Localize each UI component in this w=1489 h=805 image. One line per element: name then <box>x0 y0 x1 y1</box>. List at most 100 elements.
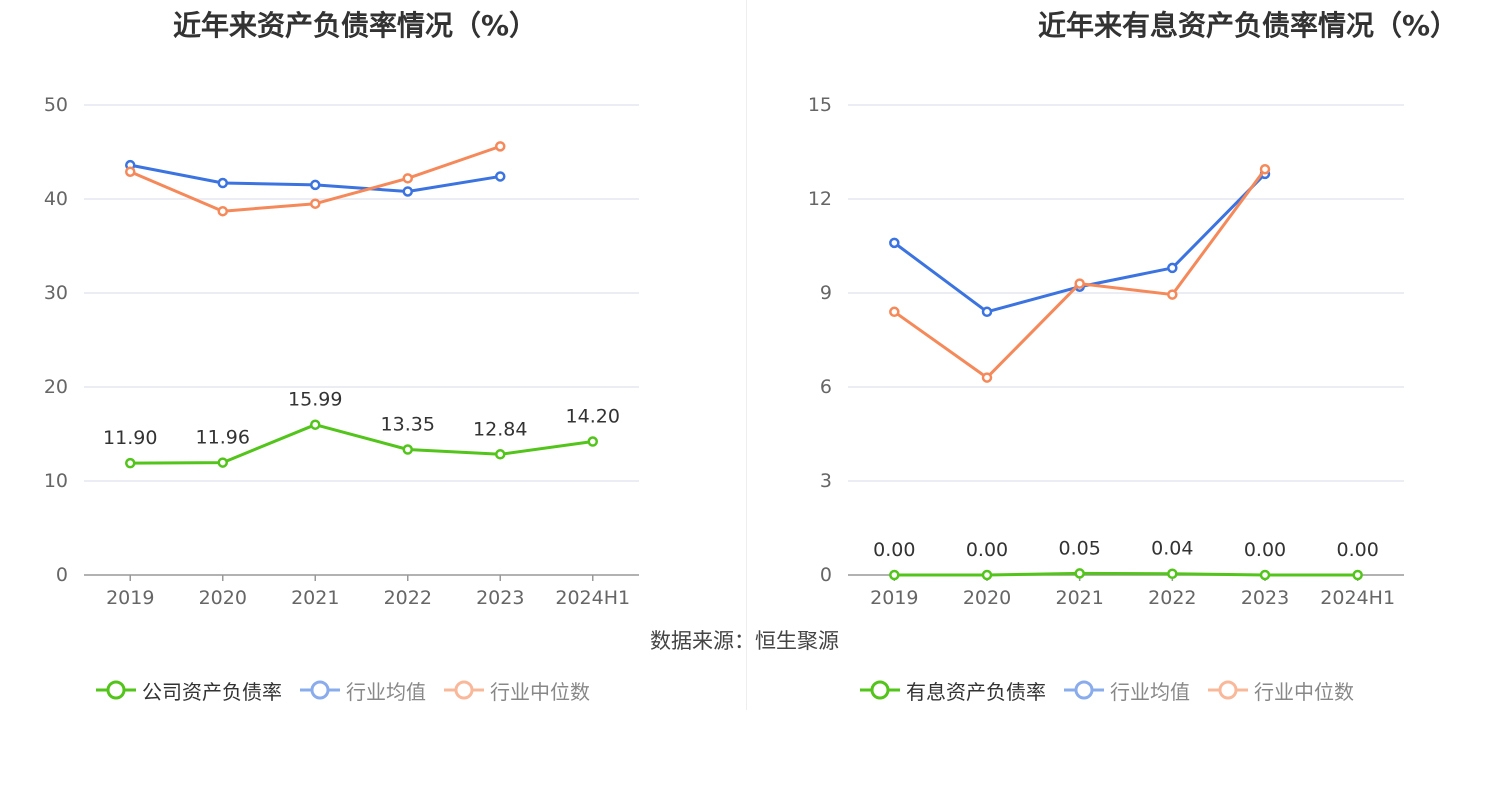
data-point[interactable] <box>587 436 598 447</box>
x-tick-label: 2020 <box>963 587 1011 609</box>
data-point[interactable] <box>402 444 413 455</box>
data-point[interactable] <box>1352 569 1363 581</box>
data-point[interactable] <box>125 166 136 177</box>
legend-company-icon <box>96 680 136 700</box>
legend-label: 行业中位数 <box>490 679 590 704</box>
series-line <box>894 571 1358 577</box>
data-label: 14.20 <box>566 406 620 428</box>
data-point[interactable] <box>1259 569 1271 581</box>
data-point[interactable] <box>402 186 413 197</box>
data-point[interactable] <box>1167 568 1178 579</box>
x-tick-label: 2023 <box>476 587 524 609</box>
data-point[interactable] <box>889 237 900 249</box>
industry-median-series <box>125 141 506 217</box>
legend-avg-icon <box>1064 680 1104 700</box>
legend-label: 公司资产负债率 <box>142 679 282 704</box>
legend-label: 行业均值 <box>346 679 426 704</box>
data-label: 13.35 <box>381 414 435 436</box>
data-label: 0.00 <box>1337 539 1379 561</box>
industry-avg-series <box>125 159 506 197</box>
chart-title: 近年来资产负债率情况（%） <box>172 9 538 42</box>
y-tick-label: 3 <box>820 470 832 492</box>
x-tick-label: 2022 <box>384 587 432 609</box>
x-tick-label: 2024H1 <box>555 587 630 609</box>
y-tick-label: 12 <box>808 188 832 210</box>
data-point[interactable] <box>125 457 136 469</box>
data-point[interactable] <box>1074 568 1085 579</box>
legend-item-median[interactable]: 行业中位数 <box>1208 676 1354 705</box>
x-tick-label: 2023 <box>1241 587 1289 609</box>
x-tick-label: 2022 <box>1148 587 1196 609</box>
chart-title: 近年来有息资产负债率情况（%） <box>1037 9 1459 42</box>
legend-right: 有息资产负债率 行业均值 行业中位数 <box>860 676 1372 704</box>
y-tick-label: 9 <box>820 282 832 304</box>
data-point[interactable] <box>310 419 321 430</box>
x-tick-label: 2024H1 <box>1320 587 1395 609</box>
data-point[interactable] <box>981 372 993 383</box>
data-source-note: 数据来源：恒生聚源 <box>650 629 839 653</box>
y-tick-label: 20 <box>44 376 68 398</box>
y-tick-label: 0 <box>820 564 832 586</box>
panel-divider <box>746 0 747 710</box>
data-point[interactable] <box>310 179 321 191</box>
legend-left: 公司资产负债率 行业均值 行业中位数 <box>96 676 608 704</box>
legend-item-company[interactable]: 有息资产负债率 <box>860 676 1046 705</box>
data-label: 11.90 <box>103 427 157 449</box>
data-point[interactable] <box>310 198 321 209</box>
data-point[interactable] <box>402 173 413 184</box>
legend-label: 行业均值 <box>1110 679 1190 704</box>
data-point[interactable] <box>495 171 506 182</box>
data-label: 0.00 <box>873 539 915 561</box>
x-tick-label: 2021 <box>291 587 339 609</box>
x-tick-label: 2021 <box>1055 587 1103 609</box>
data-point[interactable] <box>1259 163 1271 175</box>
data-label: 12.84 <box>473 418 527 440</box>
series-line <box>130 423 593 465</box>
series-line <box>893 168 1267 380</box>
x-tick-label: 2020 <box>199 587 247 609</box>
chart-panel-right: 近年来有息资产负债率情况（%） 0 3 6 9 12 15 2019 2020 2021 2022… <box>748 0 1489 805</box>
chart-panel-left: 近年来资产负债率情况（%） 0 10 20 30 40 50 2019 2020 2021 202… <box>0 0 744 805</box>
legend-label: 有息资产负债率 <box>906 679 1046 704</box>
legend-avg-icon <box>300 680 340 700</box>
y-tick-label: 50 <box>44 94 68 116</box>
legend-median-icon <box>1208 680 1248 700</box>
data-label: 0.00 <box>966 539 1008 561</box>
data-point[interactable] <box>217 177 228 189</box>
data-label: 0.05 <box>1059 537 1101 559</box>
x-tick-label: 2019 <box>870 587 918 609</box>
legend-label: 行业中位数 <box>1254 679 1354 704</box>
y-tick-label: 40 <box>44 188 68 210</box>
data-point[interactable] <box>981 569 993 581</box>
data-point[interactable] <box>889 306 900 318</box>
y-tick-label: 6 <box>820 376 832 398</box>
data-point[interactable] <box>495 449 506 460</box>
data-point[interactable] <box>1074 278 1085 289</box>
legend-company-icon <box>860 680 900 700</box>
legend-item-median[interactable]: 行业中位数 <box>444 676 590 705</box>
y-tick-label: 15 <box>808 94 832 116</box>
x-tick-label: 2019 <box>106 587 154 609</box>
data-point[interactable] <box>889 569 900 581</box>
line-chart-asset-liability: 0 10 20 30 40 50 2019 2020 2021 2022 2023 2024H1 11.… <box>44 94 639 609</box>
data-point[interactable] <box>495 141 506 152</box>
legend-median-icon <box>444 680 484 700</box>
y-tick-label: 30 <box>44 282 68 304</box>
data-point[interactable] <box>981 306 993 318</box>
legend-item-company[interactable]: 公司资产负债率 <box>96 676 282 705</box>
industry-median-series <box>889 163 1271 383</box>
company-series: 0.00 0.00 0.05 0.04 0.00 0.00 <box>873 537 1379 581</box>
legend-item-avg[interactable]: 行业均值 <box>1064 676 1190 705</box>
data-label: 15.99 <box>288 389 342 411</box>
y-tick-label: 0 <box>56 564 68 586</box>
legend-item-avg[interactable]: 行业均值 <box>300 676 426 705</box>
data-label: 0.04 <box>1151 538 1193 560</box>
data-label: 11.96 <box>196 427 250 449</box>
data-point[interactable] <box>1167 262 1178 274</box>
data-point[interactable] <box>217 205 228 217</box>
data-point[interactable] <box>217 457 228 468</box>
data-point[interactable] <box>1167 289 1178 300</box>
data-label: 0.00 <box>1244 539 1286 561</box>
y-tick-label: 10 <box>44 470 68 492</box>
